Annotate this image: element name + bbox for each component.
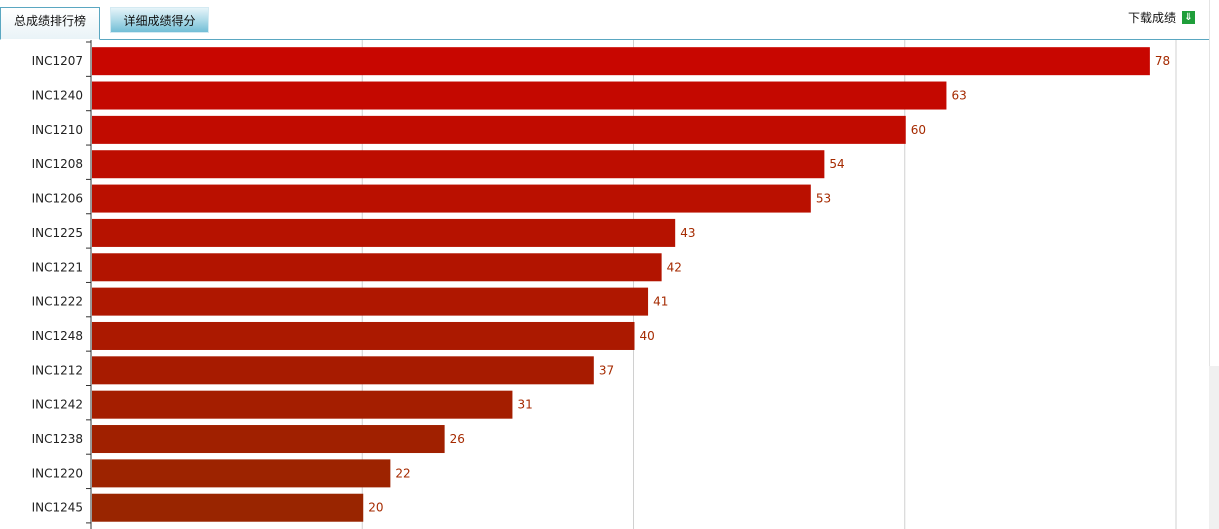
value-label: 63: [951, 89, 966, 103]
bar: [92, 459, 391, 488]
bar: [92, 253, 662, 282]
value-label: 60: [911, 123, 926, 137]
tab-bar: 总成绩排行榜 详细成绩得分 下载成绩 ⇓: [0, 0, 1209, 40]
download-label: 下载成绩: [1127, 10, 1176, 25]
value-label: 22: [395, 466, 410, 480]
right-scroll-area: [1209, 366, 1219, 529]
bar: [92, 115, 906, 144]
value-label: 40: [640, 329, 655, 343]
category-label: INC1222: [32, 295, 83, 309]
value-label: 37: [599, 363, 614, 377]
category-label: INC1206: [32, 192, 83, 206]
value-label: 78: [1155, 54, 1170, 68]
value-label: 54: [829, 157, 844, 171]
category-label: INC1238: [32, 432, 83, 446]
right-panel-edge: [1209, 0, 1219, 366]
category-label: INC1221: [32, 260, 83, 274]
value-label: 42: [667, 260, 682, 274]
bar: [92, 287, 649, 316]
value-label: 26: [450, 432, 465, 446]
ranking-bar-chart: INC1207 78 INC1240 63 INC1210 60 INC1208 54 INC1…: [32, 40, 1177, 529]
value-label: 41: [653, 295, 668, 309]
category-label: INC1207: [32, 54, 83, 68]
value-label: 31: [517, 398, 532, 412]
bar: [92, 390, 513, 419]
category-label: INC1245: [32, 501, 83, 515]
value-label: 53: [816, 192, 831, 206]
bar: [92, 150, 825, 179]
category-label: INC1225: [32, 226, 83, 240]
value-label: 20: [368, 501, 383, 515]
bar: [92, 321, 635, 350]
value-label: 43: [680, 226, 695, 240]
download-icon: ⇓: [1182, 10, 1195, 24]
download-scores-button[interactable]: 下载成绩 ⇓: [1128, 8, 1195, 26]
bar: [92, 493, 364, 522]
bar: [92, 47, 1150, 76]
bar: [92, 218, 676, 247]
category-label: INC1242: [32, 398, 83, 412]
category-label: INC1248: [32, 329, 83, 343]
tab-total-ranking[interactable]: 总成绩排行榜: [0, 7, 100, 40]
bar: [92, 356, 594, 385]
category-label: INC1210: [32, 123, 83, 137]
tab-detailed-scores[interactable]: 详细成绩得分: [110, 7, 209, 33]
category-label: INC1208: [32, 157, 83, 171]
category-label: INC1240: [32, 89, 83, 103]
bar: [92, 184, 811, 213]
category-label: INC1220: [32, 466, 83, 480]
bar: [92, 425, 445, 454]
bar: [92, 81, 947, 110]
category-label: INC1212: [32, 363, 83, 377]
